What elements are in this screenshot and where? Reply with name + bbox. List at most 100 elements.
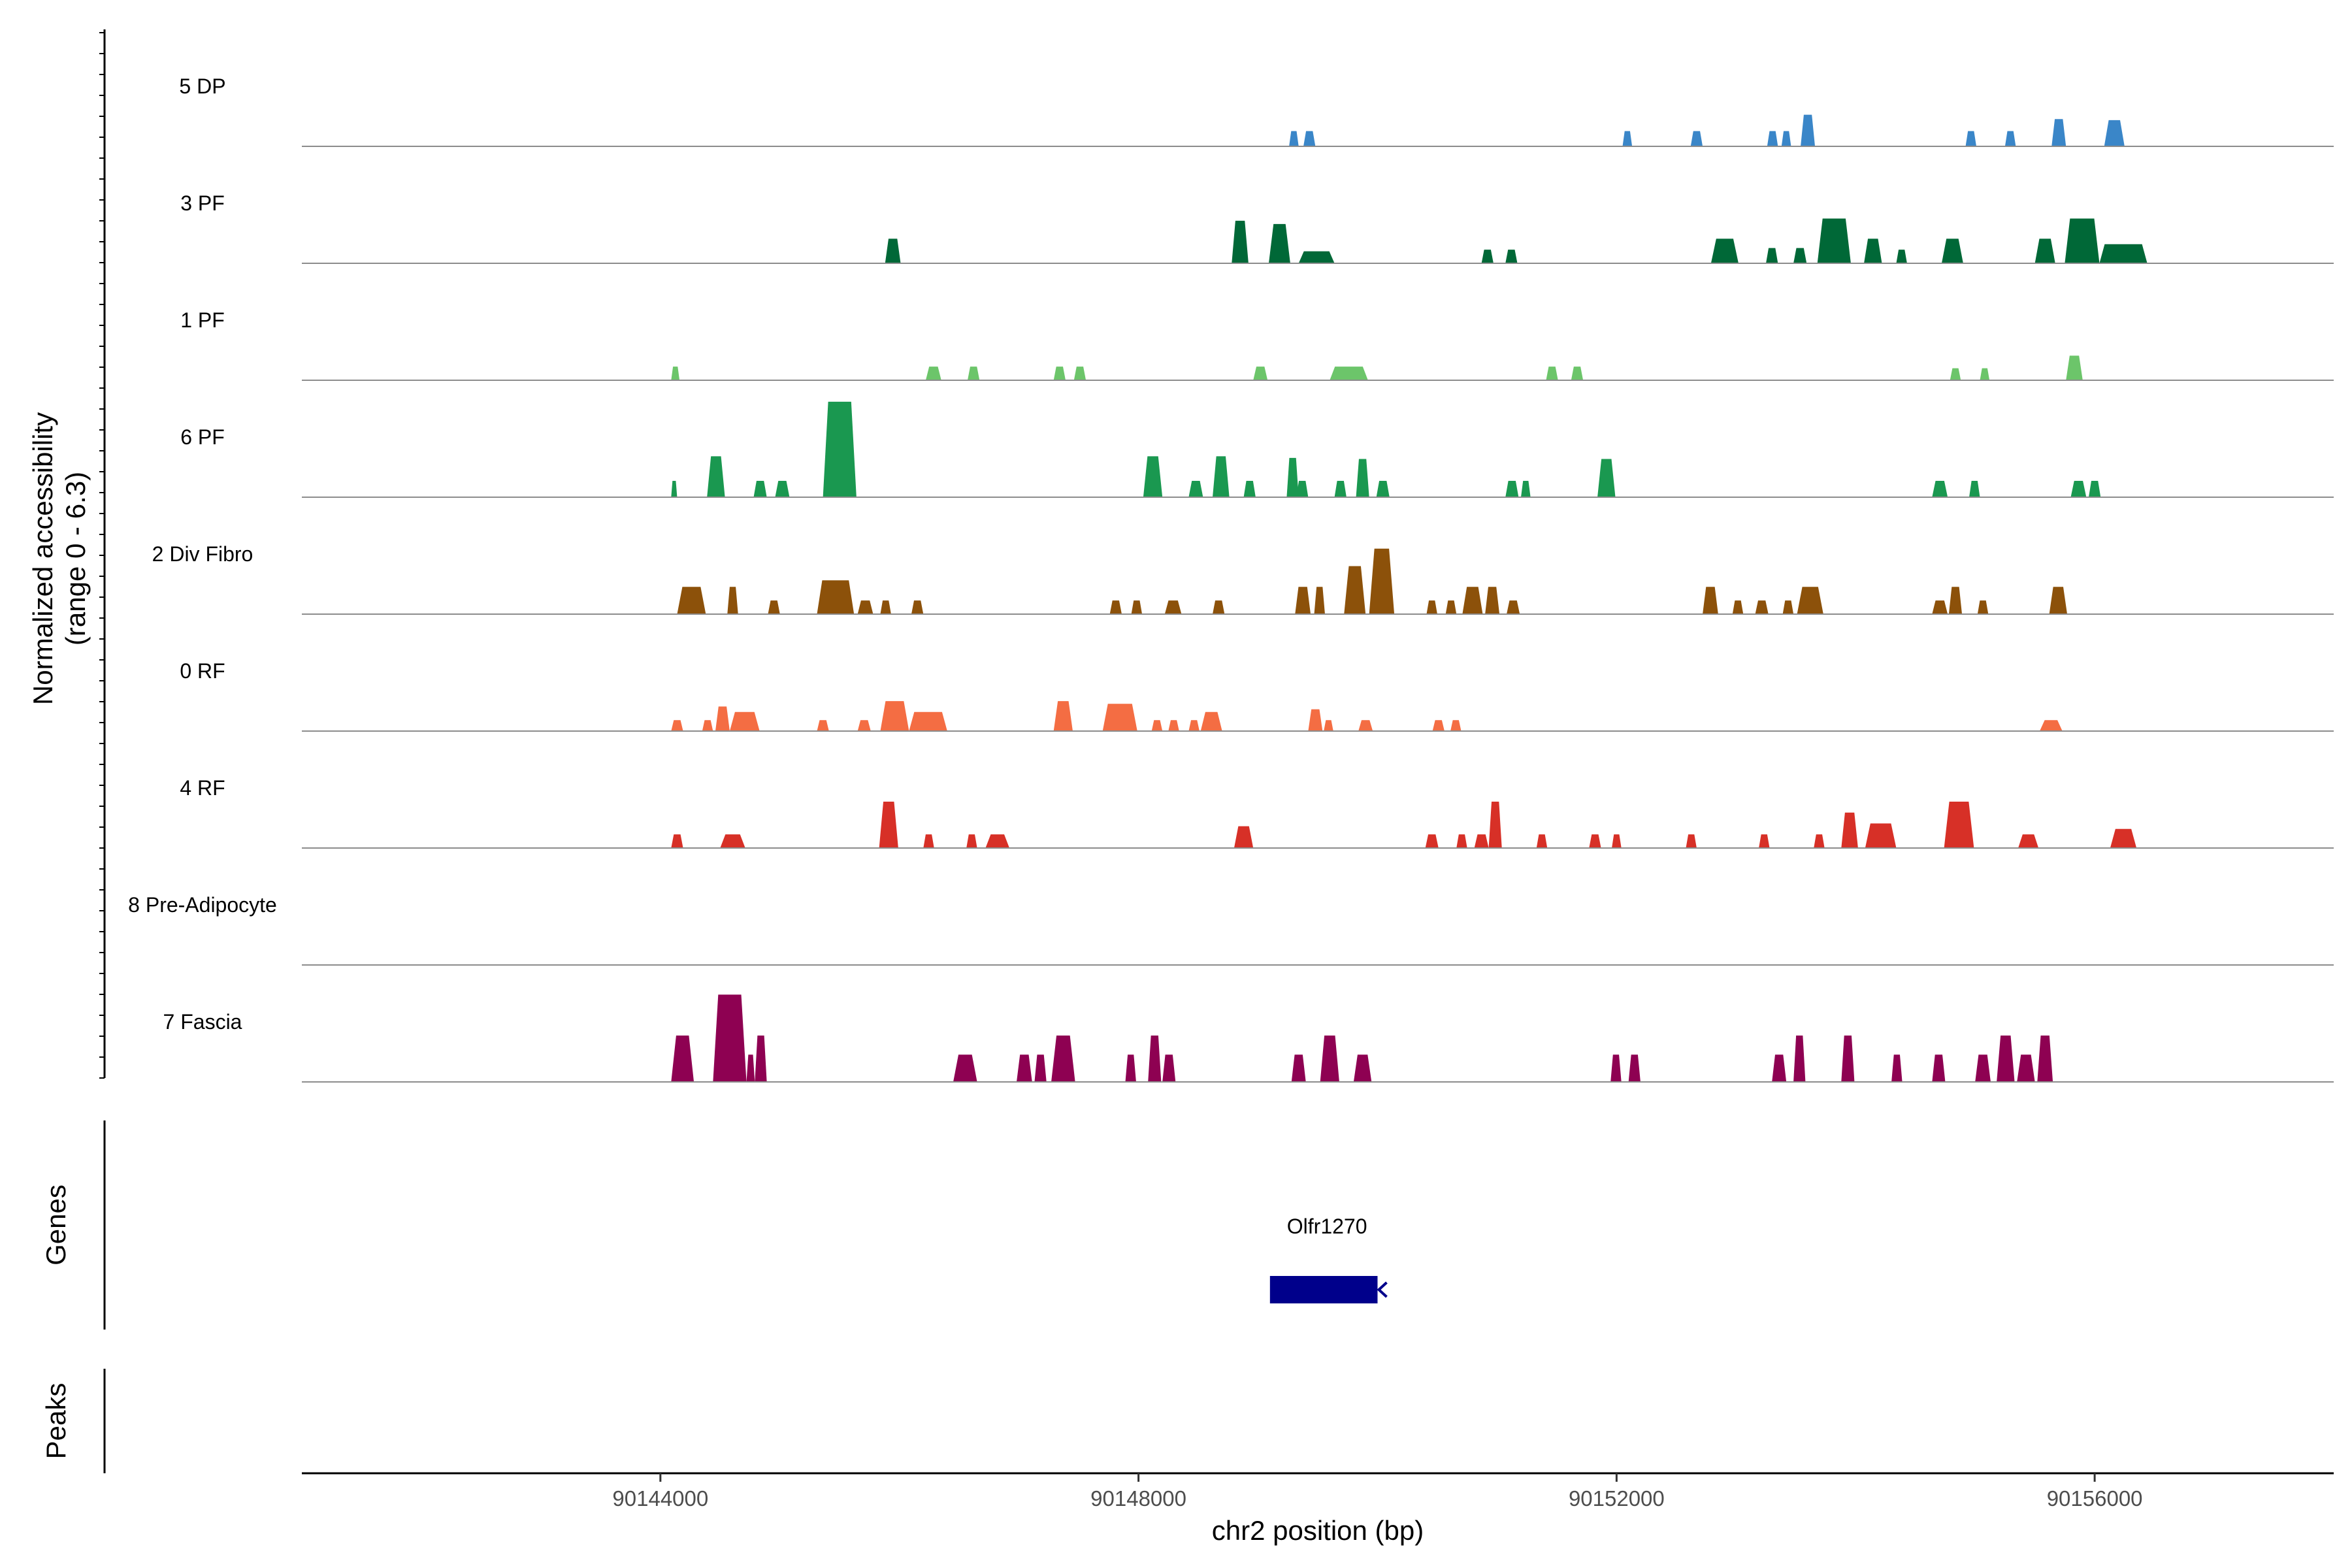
coverage-peak	[1932, 600, 1948, 614]
coverage-peak	[1296, 480, 1309, 497]
coverage-peak	[1948, 587, 1963, 614]
coverage-peak	[1690, 131, 1703, 146]
coverage-peak	[911, 600, 924, 614]
coverage-peak	[1781, 131, 1791, 146]
track-label: 2 Div Fibro	[152, 542, 253, 566]
y-axis-subtitle: (range 0 - 6.3)	[60, 472, 91, 645]
coverage-peak	[2037, 1036, 2053, 1082]
track-label: 0 RF	[180, 659, 225, 683]
coverage-peak	[1941, 238, 1963, 263]
coverage-peak	[1977, 600, 1989, 614]
coverage-peak	[1051, 1036, 1075, 1082]
coverage-peak	[1759, 834, 1770, 848]
coverage-peak	[1450, 720, 1462, 731]
coverage-peak	[966, 834, 977, 848]
coverage-peak	[1320, 1036, 1339, 1082]
coverage-peak	[1536, 834, 1548, 848]
coverage-peak	[1324, 720, 1333, 731]
coverage-tracks: 5 DP 3 PF 1 PF 6 PF 2 Div Fibro 0 RF 4 RF 8 Pre…	[128, 74, 2334, 1083]
coverage-peak	[1253, 367, 1268, 380]
coverage-peak	[1622, 131, 1633, 146]
coverage-peak	[1432, 720, 1445, 731]
coverage-peak	[707, 456, 725, 497]
coverage-peak	[1703, 587, 1718, 614]
track-8-pre-adipocyte: 8 Pre-Adipocyte	[128, 893, 2334, 966]
coverage-y-axis	[99, 29, 106, 1079]
coverage-peak	[1456, 834, 1467, 848]
coverage-peak	[1507, 600, 1520, 614]
coverage-peak	[755, 1036, 767, 1082]
coverage-peak	[1233, 826, 1254, 848]
peaks-panel-title: Peaks	[41, 1383, 71, 1460]
coverage-peak	[1710, 238, 1739, 263]
coverage-peak	[1980, 368, 1990, 380]
coverage-peak	[1772, 1054, 1787, 1082]
coverage-peak	[1148, 1036, 1162, 1082]
genes-panel: Genes Olfr1270	[41, 1120, 1388, 1330]
coverage-peak	[1425, 834, 1439, 848]
coverage-peak	[1016, 1054, 1032, 1082]
gene-label: Olfr1270	[1287, 1215, 1367, 1238]
coverage-peak	[2049, 587, 2068, 614]
coverage-peak	[1505, 480, 1519, 497]
coverage-peak	[1344, 566, 1366, 614]
coverage-peak	[1213, 600, 1225, 614]
coverage-peak	[1298, 251, 1335, 263]
coverage-peak	[967, 367, 980, 380]
coverage-peak	[1841, 1036, 1855, 1082]
coverage-peak	[1521, 480, 1531, 497]
gene-body	[1269, 1276, 1378, 1303]
coverage-peak	[817, 720, 829, 731]
coverage-peak	[1944, 802, 1974, 848]
coverage-peak	[1308, 709, 1323, 731]
coverage-peak	[1143, 456, 1163, 497]
coverage-peak	[1485, 587, 1500, 614]
coverage-peak	[1356, 459, 1369, 497]
track-label: 4 RF	[180, 776, 225, 800]
coverage-peak	[885, 238, 901, 263]
coverage-peak	[2066, 355, 2083, 380]
coverage-peak	[1168, 720, 1179, 731]
coverage-peak	[1073, 367, 1086, 380]
coverage-peak	[1314, 587, 1325, 614]
x-axis: 90144000 90148000 90152000 90156000 chr2 po…	[302, 1472, 2334, 1546]
genes-panel-title: Genes	[41, 1184, 71, 1266]
track-label: 5 DP	[179, 74, 225, 98]
coverage-peak	[671, 367, 680, 380]
coverage-peak	[1793, 248, 1807, 263]
x-tick-label: 90152000	[1569, 1486, 1665, 1511]
coverage-peak	[2088, 480, 2101, 497]
coverage-peak	[1755, 600, 1769, 614]
coverage-peak	[2070, 480, 2087, 497]
coverage-peak	[713, 994, 747, 1082]
coverage-peak	[1597, 459, 1616, 497]
coverage-peak	[1891, 1054, 1903, 1082]
coverage-peak	[671, 1036, 694, 1082]
coverage-peak	[1686, 834, 1697, 848]
coverage-peak	[1814, 834, 1825, 848]
x-tick-label: 90144000	[612, 1486, 708, 1511]
coverage-peak	[1131, 600, 1143, 614]
coverage-peak	[925, 367, 941, 380]
track-2-div-fibro: 2 Div Fibro	[152, 542, 2334, 615]
coverage-peak	[1125, 1054, 1136, 1082]
coverage-peak	[768, 600, 780, 614]
coverage-peak	[2004, 131, 2016, 146]
coverage-peak	[1462, 587, 1483, 614]
track-label: 3 PF	[180, 191, 225, 215]
coverage-peak	[2099, 244, 2148, 263]
coverage-peak	[677, 587, 706, 614]
coverage-peak	[1188, 480, 1203, 497]
coverage-peak	[880, 701, 909, 731]
coverage-peak	[1488, 802, 1502, 848]
coverage-peak	[746, 1054, 755, 1082]
coverage-peak	[1358, 720, 1373, 731]
coverage-peak	[1330, 367, 1368, 380]
track-5-dp: 5 DP	[179, 74, 2334, 147]
coverage-peak	[727, 587, 738, 614]
coverage-peak	[2039, 720, 2063, 731]
coverage-peak	[817, 580, 855, 614]
coverage-peak	[1102, 704, 1137, 731]
coverage-peak	[1369, 548, 1395, 614]
